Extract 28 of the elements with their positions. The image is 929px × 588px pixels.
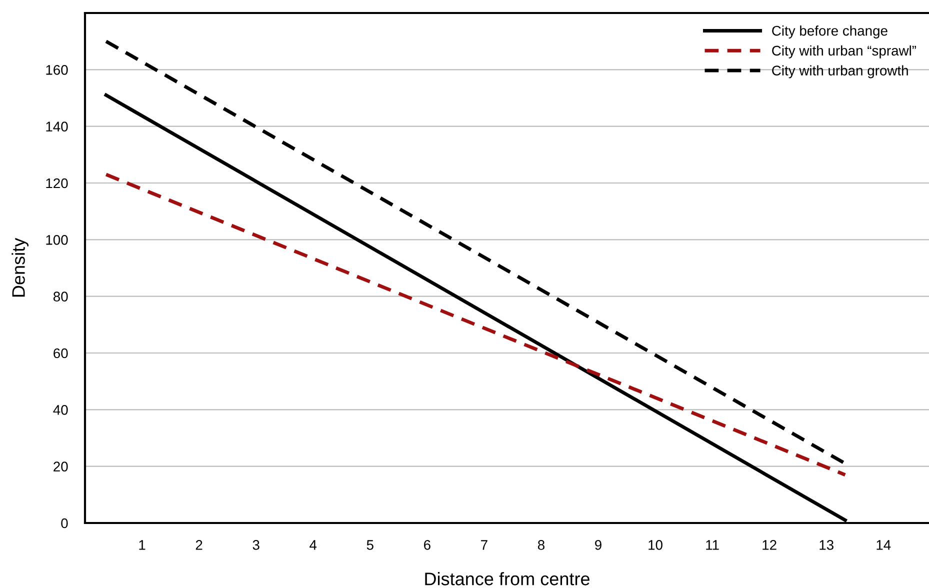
x-tick-label: 2 [196,540,202,550]
legend-label: City with urban “sprawl” [772,45,916,58]
y-tick-label: 160 [46,65,68,75]
y-tick-label: 80 [53,292,68,302]
y-tick-label: 40 [53,405,68,415]
x-tick-label: 13 [820,540,834,550]
x-tick-label: 4 [310,540,317,550]
y-tick-label: 20 [54,462,68,472]
y-tick-label: 0 [61,518,68,528]
y-tick-label: 60 [54,348,68,358]
x-tick-label: 7 [481,540,488,550]
x-tick-label: 11 [706,540,719,550]
y-tick-label: 120 [46,178,68,188]
x-tick-label: 10 [648,540,662,550]
x-tick-label: 12 [762,540,776,550]
x-tick-label: 9 [595,540,602,550]
y-tick-label: 100 [46,235,68,245]
x-tick-label: 8 [538,540,544,550]
x-tick-label: 1 [139,540,146,550]
y-axis-title: Density [12,238,28,297]
y-tick-label: 140 [46,122,68,132]
legend-label: City with urban growth [772,65,908,78]
legend-label: City before change [772,26,888,38]
x-tick-label: 5 [366,540,374,550]
x-axis-title: Distance from centre [425,572,590,586]
x-tick-label: 14 [876,540,891,550]
x-tick-label: 3 [252,540,260,550]
x-tick-label: 6 [424,540,430,550]
